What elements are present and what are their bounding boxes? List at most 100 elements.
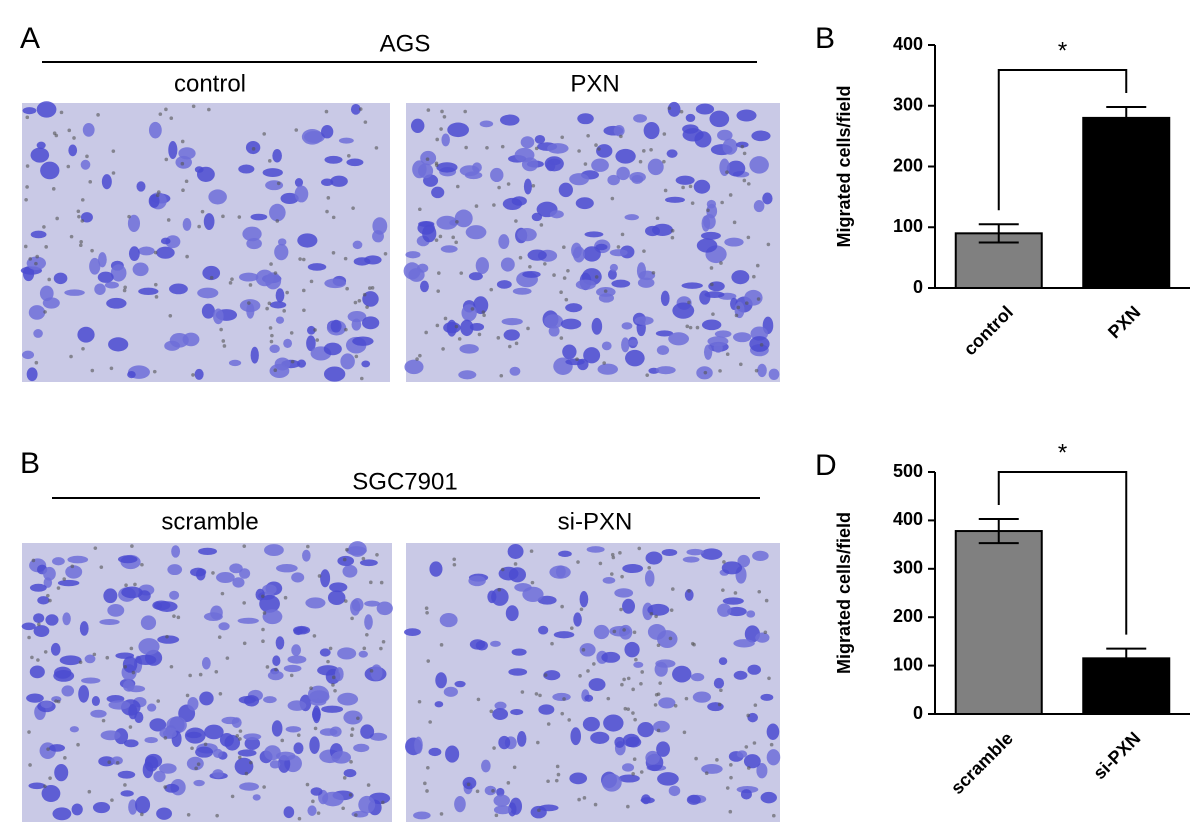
pore <box>443 316 448 321</box>
pore <box>579 607 584 612</box>
pore <box>703 370 708 375</box>
pore <box>656 643 661 648</box>
cell <box>701 319 722 331</box>
pore <box>348 793 353 797</box>
pore <box>344 327 348 332</box>
pore <box>520 690 525 694</box>
pore <box>719 261 723 265</box>
cell <box>342 564 358 578</box>
cell <box>429 561 443 577</box>
cell <box>647 623 666 640</box>
pore <box>163 736 168 740</box>
pore <box>436 289 441 293</box>
pore <box>42 225 46 229</box>
cell <box>142 761 154 779</box>
pore <box>694 756 698 761</box>
pore <box>594 275 599 279</box>
pore <box>752 274 756 279</box>
pore <box>481 310 486 314</box>
y-tick-label: 100 <box>893 216 923 236</box>
pore <box>598 561 603 566</box>
pore <box>77 214 81 219</box>
cell <box>441 133 450 147</box>
cell <box>372 217 388 235</box>
pore <box>107 760 112 764</box>
pore <box>695 325 700 330</box>
cell <box>148 121 162 139</box>
cell <box>755 632 770 643</box>
cell <box>494 701 507 710</box>
cell <box>522 586 544 603</box>
cell <box>732 332 752 343</box>
pore <box>679 109 684 114</box>
cell <box>508 668 528 676</box>
pore <box>78 243 83 248</box>
cell <box>445 745 460 763</box>
pore <box>586 134 590 138</box>
pore <box>769 742 774 747</box>
pore <box>426 659 431 663</box>
cell <box>575 197 594 210</box>
pore <box>218 691 223 696</box>
cell <box>493 794 511 807</box>
cell <box>297 233 318 248</box>
cell <box>330 175 348 187</box>
pore <box>489 287 494 292</box>
pore <box>190 746 194 751</box>
pore <box>309 279 314 284</box>
cell <box>454 680 466 688</box>
pore <box>632 630 637 635</box>
pore <box>506 781 511 785</box>
pore <box>651 270 656 275</box>
pore <box>663 188 668 193</box>
pore <box>130 544 134 548</box>
cell <box>21 350 35 360</box>
pore <box>351 206 355 210</box>
pore <box>543 262 547 266</box>
pore <box>562 697 566 701</box>
cell <box>633 114 647 123</box>
cell <box>91 695 100 707</box>
cell <box>464 171 483 180</box>
pore <box>715 758 719 762</box>
pore <box>369 580 373 585</box>
cell <box>272 149 282 163</box>
cell <box>255 269 274 287</box>
pore <box>514 219 518 223</box>
y-tick-label: 0 <box>913 703 923 723</box>
pore <box>559 290 563 295</box>
pore <box>759 343 764 347</box>
pore <box>681 185 685 190</box>
cell <box>350 103 361 115</box>
pore <box>222 344 227 348</box>
cell <box>414 736 423 754</box>
pore <box>260 594 265 599</box>
pore <box>273 271 278 275</box>
cell <box>693 179 711 194</box>
pore <box>496 336 501 340</box>
pore <box>342 557 347 562</box>
pore <box>283 595 288 600</box>
pore <box>645 373 650 377</box>
pore <box>654 693 659 697</box>
cell <box>42 297 60 309</box>
cell <box>255 588 265 601</box>
cell <box>195 568 206 581</box>
cell <box>439 612 458 628</box>
cell <box>277 238 287 246</box>
cell <box>149 718 167 732</box>
cell <box>127 370 136 379</box>
pore <box>489 709 494 714</box>
pore <box>230 794 235 799</box>
pore <box>301 288 306 293</box>
column-label: PXN <box>570 70 619 97</box>
pore <box>185 254 189 259</box>
cell <box>100 730 121 741</box>
pore <box>618 551 622 555</box>
cell <box>324 155 343 164</box>
pore <box>560 711 565 716</box>
pore <box>28 763 32 767</box>
pore <box>464 145 468 150</box>
cell <box>707 336 729 347</box>
cell <box>69 726 79 733</box>
